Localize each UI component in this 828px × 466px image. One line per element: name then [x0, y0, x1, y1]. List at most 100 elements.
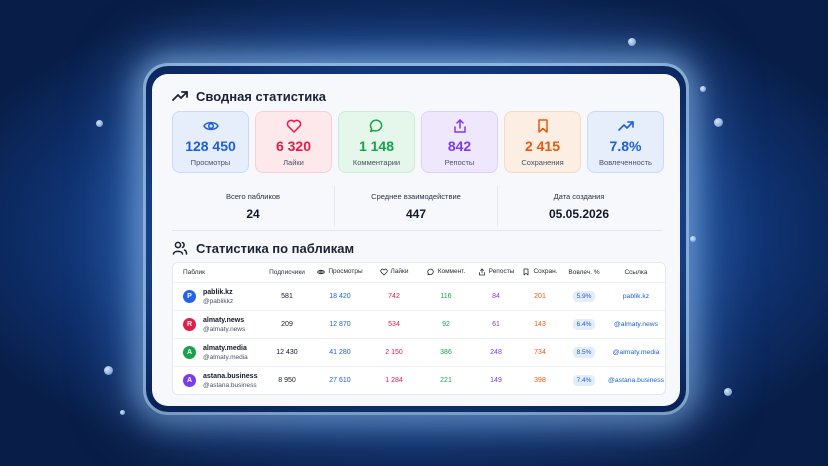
bookmark-icon	[537, 118, 548, 133]
reposts-cell: 248	[490, 349, 502, 356]
trend-icon	[172, 91, 188, 101]
total-publics-label: Всего пабликов	[225, 191, 281, 201]
total-publics-value: 24	[246, 206, 260, 221]
metric-tile-comments: 1 148 Комментарии	[338, 111, 415, 173]
publics-table: Паблик Подписчики Просмотры Лайки Коммен…	[172, 262, 666, 395]
summary-totals: Всего пабликов 24 Среднее взаимодействие…	[172, 186, 660, 226]
saves-cell: 734	[534, 349, 546, 356]
public-cell: A almaty.media @almaty.media	[173, 344, 263, 362]
metric-label: Репосты	[444, 157, 475, 167]
avg-interaction: Среднее взаимодействие 447	[335, 186, 498, 226]
col-header-views-label: Просмотры	[328, 268, 363, 275]
metric-value: 7.8%	[609, 137, 642, 154]
metric-label: Сохранения	[521, 157, 564, 167]
avatar: R	[183, 318, 196, 331]
metric-value: 2 415	[524, 137, 561, 154]
engagement-cell: 6.4%	[561, 319, 607, 330]
trend-icon	[617, 120, 634, 131]
eye-icon	[202, 121, 219, 130]
likes-cell: 742	[388, 293, 400, 300]
col-header-likes[interactable]: Лайки	[369, 268, 419, 278]
engagement-badge: 6.4%	[572, 319, 596, 330]
engagement-cell: 7.4%	[561, 375, 607, 386]
public-handle: @astana.business	[203, 381, 257, 389]
likes-cell: 534	[388, 321, 400, 328]
avg-interaction-value: 447	[405, 206, 427, 221]
public-handle: @pablikkz	[203, 297, 234, 305]
avatar: A	[183, 346, 196, 359]
water-drop	[120, 410, 125, 415]
table-row: R almaty.news @almaty.news 209 12 870 53…	[173, 311, 665, 339]
public-handle: @almaty.media	[203, 353, 248, 361]
table-row: P pablik.kz @pablikkz 581 18 420 742 116…	[173, 283, 665, 311]
subscribers-cell: 581	[281, 293, 293, 300]
water-drop	[690, 236, 696, 242]
col-header-comments-label: Коммент.	[437, 268, 466, 275]
metric-label: Комментарии	[352, 157, 401, 167]
public-name: astana.business	[203, 372, 258, 380]
views-cell: 12 870	[329, 321, 351, 328]
saves-cell: 398	[534, 377, 546, 384]
creation-date-value: 05.05.2026	[548, 206, 610, 221]
avg-interaction-label: Среднее взаимодействие	[371, 191, 461, 201]
col-header-reposts[interactable]: Репосты	[473, 268, 519, 278]
subscribers-cell: 8 950	[278, 377, 296, 384]
col-header-engagement[interactable]: Вовлеч. %	[568, 269, 600, 276]
subscribers-cell: 209	[281, 321, 293, 328]
engagement-badge: 8.5%	[572, 347, 596, 358]
views-cell: 18 420	[329, 293, 351, 300]
metric-tile-saves: 2 415 Сохранения	[504, 111, 581, 173]
metric-value: 128 450	[185, 137, 236, 154]
users-icon	[172, 241, 188, 255]
engagement-cell: 8.5%	[561, 347, 607, 358]
creation-date: Дата создания 05.05.2026	[498, 186, 660, 226]
total-publics: Всего пабликов 24	[172, 186, 335, 226]
avatar: P	[183, 290, 196, 303]
metric-label: Вовлеченность	[599, 157, 652, 167]
col-header-comments[interactable]: Коммент.	[419, 268, 473, 278]
summary-header: Сводная статистика	[172, 88, 326, 104]
water-drop	[104, 366, 113, 375]
col-header-link[interactable]: Ссылка	[624, 269, 648, 276]
col-header-subscribers[interactable]: Подписчики	[269, 269, 305, 276]
engagement-badge: 7.4%	[572, 375, 596, 386]
divider	[172, 230, 662, 231]
publics-title: Статистика по пабликам	[196, 240, 355, 256]
col-header-name[interactable]: Паблик	[183, 269, 205, 276]
metric-value: 842	[447, 137, 472, 154]
col-header-saves[interactable]: Сохран.	[519, 268, 561, 278]
views-cell: 27 610	[329, 377, 351, 384]
col-header-likes-label: Лайки	[390, 268, 409, 275]
views-cell: 41 280	[329, 349, 351, 356]
engagement-cell: 5.9%	[561, 291, 607, 302]
water-drop	[714, 118, 723, 127]
comments-cell: 116	[440, 293, 452, 300]
public-link[interactable]: @astana.business	[607, 377, 665, 384]
public-link[interactable]: @almaty.media	[612, 349, 660, 356]
share-icon	[453, 118, 466, 133]
avatar: A	[183, 374, 196, 387]
comment-icon	[427, 268, 434, 275]
summary-title: Сводная статистика	[196, 88, 327, 104]
public-link[interactable]: pablik.kz	[622, 293, 650, 300]
public-name: almaty.news	[203, 316, 245, 324]
table-row: A astana.business @astana.business 8 950…	[173, 367, 665, 394]
reposts-cell: 149	[490, 377, 502, 384]
metric-tile-engagement: 7.8% Вовлеченность	[587, 111, 664, 173]
public-cell: P pablik.kz @pablikkz	[173, 288, 263, 306]
table-header: Паблик Подписчики Просмотры Лайки Коммен…	[173, 263, 665, 283]
metric-label: Просмотры	[190, 157, 231, 167]
col-header-reposts-label: Репосты	[488, 268, 515, 275]
public-name: almaty.media	[203, 344, 247, 352]
engagement-badge: 5.9%	[572, 291, 596, 302]
col-header-views[interactable]: Просмотры	[311, 268, 369, 278]
water-drop	[700, 86, 706, 92]
likes-cell: 2 150	[385, 349, 403, 356]
public-link[interactable]: @almaty.news	[613, 321, 659, 328]
subscribers-cell: 12 430	[276, 349, 298, 356]
public-cell: R almaty.news @almaty.news	[173, 316, 263, 334]
comments-cell: 221	[440, 377, 452, 384]
water-drop	[628, 38, 636, 46]
table-row: A almaty.media @almaty.media 12 430 41 2…	[173, 339, 665, 367]
metric-label: Лайки	[283, 157, 304, 167]
